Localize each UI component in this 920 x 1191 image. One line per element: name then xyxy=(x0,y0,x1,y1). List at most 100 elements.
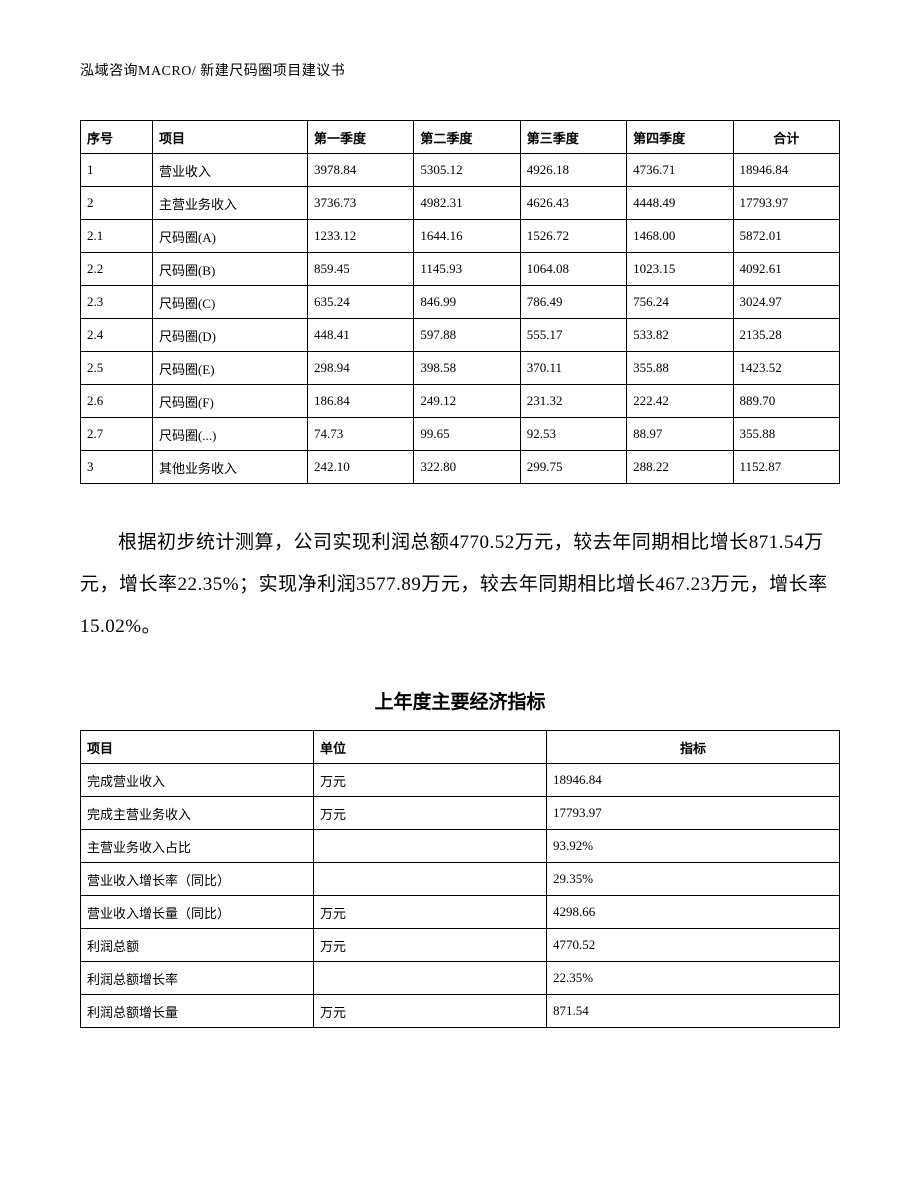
table-row: 2.6尺码圈(F)186.84249.12231.32222.42889.70 xyxy=(81,385,840,418)
table-cell: 597.88 xyxy=(414,319,520,352)
table-cell: 4626.43 xyxy=(520,187,626,220)
table-cell: 尺码圈(C) xyxy=(152,286,307,319)
table-cell: 533.82 xyxy=(627,319,733,352)
table-cell: 398.58 xyxy=(414,352,520,385)
page-header: 泓域咨询MACRO/ 新建尺码圈项目建议书 xyxy=(80,60,840,80)
table-cell: 299.75 xyxy=(520,451,626,484)
table-cell: 2135.28 xyxy=(733,319,839,352)
col-q1: 第一季度 xyxy=(307,121,413,154)
table-cell: 298.94 xyxy=(307,352,413,385)
table-cell: 859.45 xyxy=(307,253,413,286)
table-cell: 尺码圈(E) xyxy=(152,352,307,385)
table-cell: 4092.61 xyxy=(733,253,839,286)
col-unit: 单位 xyxy=(314,731,547,764)
table-cell: 4770.52 xyxy=(547,929,840,962)
table-cell: 222.42 xyxy=(627,385,733,418)
col-total: 合计 xyxy=(733,121,839,154)
table-cell: 1064.08 xyxy=(520,253,626,286)
table-cell: 主营业务收入 xyxy=(152,187,307,220)
table-cell: 4736.71 xyxy=(627,154,733,187)
table-cell: 29.35% xyxy=(547,863,840,896)
col-q3: 第三季度 xyxy=(520,121,626,154)
table-cell: 营业收入增长率（同比） xyxy=(81,863,314,896)
table-row: 利润总额万元4770.52 xyxy=(81,929,840,962)
table-cell: 2.5 xyxy=(81,352,153,385)
table-cell: 889.70 xyxy=(733,385,839,418)
table-cell: 1023.15 xyxy=(627,253,733,286)
table-cell: 871.54 xyxy=(547,995,840,1028)
table-cell: 88.97 xyxy=(627,418,733,451)
table-cell: 4982.31 xyxy=(414,187,520,220)
table2-title: 上年度主要经济指标 xyxy=(80,687,840,714)
table-cell: 4448.49 xyxy=(627,187,733,220)
table-row: 完成营业收入万元18946.84 xyxy=(81,764,840,797)
table-cell: 1423.52 xyxy=(733,352,839,385)
table-cell: 2 xyxy=(81,187,153,220)
table-cell: 1 xyxy=(81,154,153,187)
table-cell: 尺码圈(A) xyxy=(152,220,307,253)
table-cell: 1526.72 xyxy=(520,220,626,253)
table-cell: 17793.97 xyxy=(733,187,839,220)
table-cell: 242.10 xyxy=(307,451,413,484)
table-row: 1营业收入3978.845305.124926.184736.7118946.8… xyxy=(81,154,840,187)
table-cell: 4926.18 xyxy=(520,154,626,187)
table-cell: 2.7 xyxy=(81,418,153,451)
table-cell: 3 xyxy=(81,451,153,484)
table-row: 主营业务收入占比 93.92% xyxy=(81,830,840,863)
table-header-row: 项目 单位 指标 xyxy=(81,731,840,764)
col-q2: 第二季度 xyxy=(414,121,520,154)
table-cell: 其他业务收入 xyxy=(152,451,307,484)
table-cell: 万元 xyxy=(314,764,547,797)
col-indicator: 指标 xyxy=(547,731,840,764)
table-row: 2.3尺码圈(C)635.24846.99786.49756.243024.97 xyxy=(81,286,840,319)
table-cell: 万元 xyxy=(314,995,547,1028)
table-cell: 635.24 xyxy=(307,286,413,319)
table-cell: 2.2 xyxy=(81,253,153,286)
table-cell: 利润总额增长率 xyxy=(81,962,314,995)
table-cell: 1152.87 xyxy=(733,451,839,484)
table-cell: 370.11 xyxy=(520,352,626,385)
table-cell: 利润总额增长量 xyxy=(81,995,314,1028)
table-cell: 92.53 xyxy=(520,418,626,451)
col-item: 项目 xyxy=(152,121,307,154)
table-cell: 5872.01 xyxy=(733,220,839,253)
table-cell: 2.3 xyxy=(81,286,153,319)
col-seq: 序号 xyxy=(81,121,153,154)
table-row: 2.7尺码圈(...)74.7399.6592.5388.97355.88 xyxy=(81,418,840,451)
table-row: 2.2尺码圈(B)859.451145.931064.081023.154092… xyxy=(81,253,840,286)
table-cell: 355.88 xyxy=(733,418,839,451)
table-cell xyxy=(314,962,547,995)
table-cell: 万元 xyxy=(314,896,547,929)
table-cell: 448.41 xyxy=(307,319,413,352)
table-cell: 利润总额 xyxy=(81,929,314,962)
table-cell: 231.32 xyxy=(520,385,626,418)
table-cell: 3024.97 xyxy=(733,286,839,319)
table-row: 利润总额增长率 22.35% xyxy=(81,962,840,995)
table-row: 2.1尺码圈(A)1233.121644.161526.721468.00587… xyxy=(81,220,840,253)
table-cell: 5305.12 xyxy=(414,154,520,187)
document-page: 泓域咨询MACRO/ 新建尺码圈项目建议书 序号 项目 第一季度 第二季度 第三… xyxy=(0,0,920,1191)
table1-body: 1营业收入3978.845305.124926.184736.7118946.8… xyxy=(81,154,840,484)
table-cell: 1644.16 xyxy=(414,220,520,253)
table-row: 利润总额增长量万元871.54 xyxy=(81,995,840,1028)
table-row: 2.5尺码圈(E)298.94398.58370.11355.881423.52 xyxy=(81,352,840,385)
table-cell: 22.35% xyxy=(547,962,840,995)
table-cell: 2.1 xyxy=(81,220,153,253)
table-cell: 555.17 xyxy=(520,319,626,352)
table-cell: 756.24 xyxy=(627,286,733,319)
table-cell: 846.99 xyxy=(414,286,520,319)
table-cell: 主营业务收入占比 xyxy=(81,830,314,863)
table-row: 营业收入增长量（同比）万元4298.66 xyxy=(81,896,840,929)
table-row: 2主营业务收入3736.734982.314626.434448.4917793… xyxy=(81,187,840,220)
table-cell: 完成营业收入 xyxy=(81,764,314,797)
table-cell: 尺码圈(D) xyxy=(152,319,307,352)
table-cell: 2.4 xyxy=(81,319,153,352)
table-cell: 完成主营业务收入 xyxy=(81,797,314,830)
table-cell: 355.88 xyxy=(627,352,733,385)
table-row: 2.4尺码圈(D)448.41597.88555.17533.822135.28 xyxy=(81,319,840,352)
col-item: 项目 xyxy=(81,731,314,764)
table-cell: 288.22 xyxy=(627,451,733,484)
table-cell: 186.84 xyxy=(307,385,413,418)
table-cell: 1468.00 xyxy=(627,220,733,253)
table-cell: 93.92% xyxy=(547,830,840,863)
